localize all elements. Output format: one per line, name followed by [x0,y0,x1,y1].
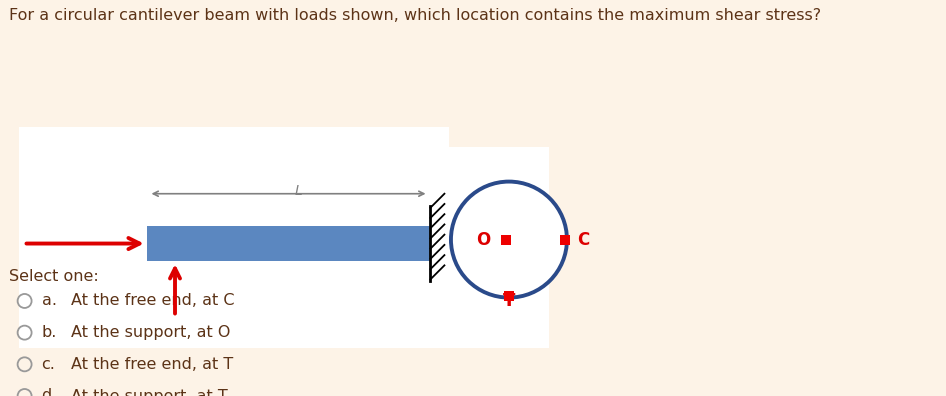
Text: b.: b. [42,325,57,340]
Text: d.: d. [42,388,57,396]
Text: c.: c. [42,357,56,372]
Circle shape [451,182,567,297]
Bar [504,291,514,301]
Text: O: O [476,230,490,249]
Text: C: C [577,230,589,249]
Text: At the free end, at C: At the free end, at C [71,293,235,308]
Bar [430,147,549,348]
Bar [19,127,449,348]
Bar [560,234,569,245]
Text: L: L [294,184,303,198]
Text: At the support, at O: At the support, at O [71,325,230,340]
Text: T: T [502,291,516,310]
Bar [501,234,511,245]
Text: At the free end, at T: At the free end, at T [71,357,234,372]
Text: At the support, at T: At the support, at T [71,388,228,396]
Text: a.: a. [42,293,57,308]
Bar [147,226,430,261]
Text: Select one:: Select one: [9,269,99,284]
Text: For a circular cantilever beam with loads shown, which location contains the max: For a circular cantilever beam with load… [9,8,821,23]
